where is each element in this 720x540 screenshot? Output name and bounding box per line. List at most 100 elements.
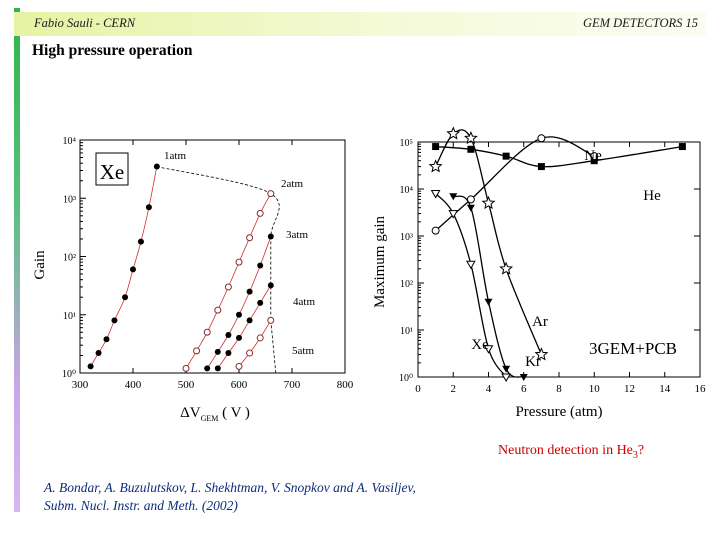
data-point-4atm — [214, 365, 221, 372]
x-tick-label: 4 — [486, 383, 492, 395]
data-point-1atm — [122, 294, 129, 301]
data-point-5atm — [235, 362, 243, 370]
data-point-2atm — [214, 306, 222, 314]
data-point-1atm — [87, 363, 94, 370]
data-point-Xe — [466, 260, 476, 270]
neutron-note-tail: ? — [637, 443, 645, 458]
data-point-Kr — [466, 204, 475, 212]
data-point-4atm — [236, 334, 242, 341]
neutron-note-sub: 3 — [632, 449, 638, 461]
data-point-2atm — [256, 209, 264, 217]
data-point-5atm — [267, 316, 275, 324]
data-point-Kr — [449, 193, 458, 201]
citation-line-1: A. Bondar, A. Buzulutskov, L. Shekhtman,… — [44, 480, 416, 495]
data-point-4atm — [225, 350, 232, 357]
data-point-3atm — [246, 288, 253, 295]
data-point-2atm — [203, 328, 211, 336]
x-tick-label: 6 — [521, 383, 527, 395]
annotation-2atm: 2atm — [281, 178, 303, 190]
y-tick-label: 10² — [400, 279, 413, 290]
data-point-4atm — [257, 299, 264, 306]
data-point-Kr — [484, 298, 493, 306]
data-point-4atm — [267, 282, 274, 289]
annotation-Ne: Ne — [584, 148, 602, 164]
data-point-1atm — [145, 204, 152, 211]
data-point-1atm — [153, 163, 160, 170]
data-point-Ar — [446, 126, 461, 140]
data-point-Xe — [483, 345, 494, 354]
page-title: High pressure operation — [32, 42, 193, 59]
data-point-He — [590, 157, 598, 165]
data-point-Ne — [537, 134, 546, 143]
data-point-He — [467, 145, 475, 153]
header-slide-title: GEM DETECTORS 15 — [582, 16, 698, 30]
neutron-note-text: Neutron detection in He — [498, 443, 633, 458]
annotation-4atm: 4atm — [293, 296, 315, 308]
y-tick-label: 10² — [63, 253, 76, 264]
data-point-He — [502, 152, 510, 160]
y-tick-label: 10³ — [400, 232, 413, 243]
x-tick-label: 800 — [337, 379, 354, 391]
chart-title: Xe — [100, 160, 125, 184]
data-point-Ar — [499, 261, 514, 275]
data-point-Ne — [431, 226, 440, 235]
data-point-1atm — [103, 336, 110, 343]
data-point-Xe — [501, 373, 511, 383]
x-tick-label: 600 — [231, 379, 248, 391]
header-band — [14, 12, 706, 36]
y-tick-label: 10⁵ — [400, 138, 414, 149]
data-point-2atm — [267, 190, 275, 198]
x-tick-label: 500 — [178, 379, 195, 391]
data-point-2atm — [246, 234, 254, 242]
citation-line-2: Subm. Nucl. Instr. and Meth. (2002) — [44, 498, 238, 513]
x-tick-label: 2 — [451, 383, 457, 395]
x-tick-label: 16 — [695, 383, 707, 395]
data-point-2atm — [193, 347, 201, 355]
data-point-Ne — [590, 152, 599, 161]
header-author: Fabio Sauli - CERN — [34, 16, 136, 30]
data-point-5atm — [256, 334, 264, 342]
data-point-1atm — [95, 350, 102, 357]
title-box — [95, 152, 129, 186]
x-tick-label: 12 — [624, 383, 635, 395]
annotation-Kr: Kr — [525, 354, 541, 370]
data-point-1atm — [130, 266, 136, 273]
envelope-tail — [270, 320, 277, 374]
x-tick-label: 0 — [415, 383, 421, 395]
x-tick-label: 700 — [284, 379, 301, 391]
data-point-He — [678, 143, 686, 151]
data-point-Ar — [481, 195, 496, 210]
annotation-Ar: Ar — [532, 314, 548, 330]
x-tick-label: 400 — [125, 379, 142, 391]
data-point-3atm — [267, 233, 274, 240]
data-point-Kr — [502, 365, 511, 373]
data-point-Ar — [428, 159, 443, 173]
y-tick-label: 10⁴ — [400, 185, 414, 196]
y-axis-label: Maximum gain — [372, 215, 388, 308]
annotation-5atm: 5atm — [292, 345, 314, 357]
x-tick-label: 10 — [589, 383, 601, 395]
data-point-3atm — [236, 311, 242, 318]
data-point-Xe — [448, 210, 459, 219]
data-point-3atm — [257, 262, 264, 269]
x-axis-label: Pressure (atm) — [515, 404, 602, 420]
neutron-note: Neutron detection in He3? — [498, 443, 644, 461]
data-point-2atm — [224, 283, 232, 291]
data-point-5atm — [246, 349, 254, 357]
x-tick-label: 14 — [659, 383, 671, 395]
data-point-Kr — [519, 374, 528, 381]
y-axis-label: Gain — [32, 250, 48, 280]
data-point-3atm — [225, 331, 232, 338]
data-point-He — [537, 163, 545, 171]
x-tick-label: 8 — [556, 383, 562, 395]
x-axis-label: ΔVGEM ( V ) — [180, 405, 250, 423]
y-tick-label: 10¹ — [63, 311, 76, 322]
y-tick-label: 10⁰ — [399, 373, 413, 384]
sidebar-accent-bar — [14, 8, 20, 512]
y-tick-label: 10⁴ — [63, 136, 77, 147]
y-tick-label: 10³ — [63, 194, 76, 205]
y-tick-label: 10¹ — [400, 326, 413, 337]
annotation-1atm: 1atm — [164, 150, 186, 162]
